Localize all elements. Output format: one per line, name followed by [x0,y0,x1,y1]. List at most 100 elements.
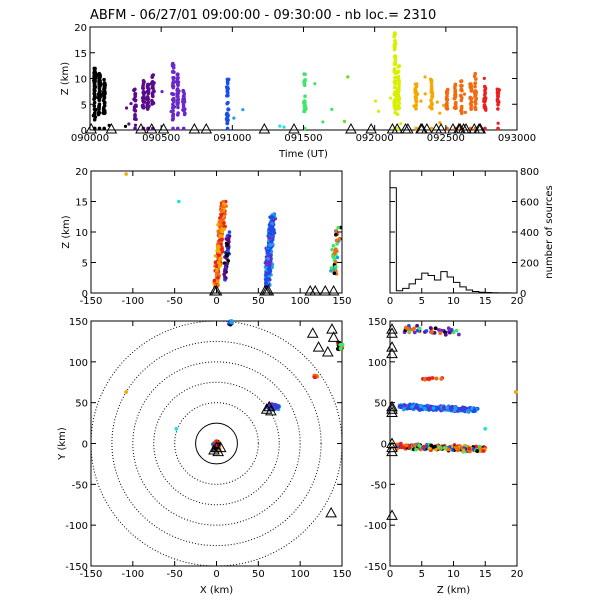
source-point [475,449,480,453]
sparse-source-point [419,99,423,103]
y-tick-label: -150 [65,562,88,573]
x-height-panel: -150 -100 -50 0 50 100 150 0 5 10 15 20 Z (km) [61,167,352,307]
source-point [174,426,179,431]
source-point [145,105,150,110]
y-tick-label: 50 [75,399,88,410]
source-point [393,104,398,109]
sparse-source-point [373,99,378,103]
source-point [225,81,230,86]
source-point [102,109,106,114]
station-marker [386,347,398,359]
y-tick-label: 100 [69,358,88,369]
source-point [92,80,97,85]
source-point [102,77,106,82]
source-point [151,94,155,99]
source-point [216,249,221,253]
station-marker [435,122,447,134]
source-point [302,106,307,111]
station-marker [309,284,322,296]
source-point [445,405,450,410]
range-ring [174,402,259,485]
y-tick-label: -100 [364,521,387,532]
x-tick-label: -50 [166,296,182,307]
source-point [133,103,138,108]
source-point [101,90,106,94]
sparse-source-point [496,121,500,125]
source-point [141,105,146,110]
source-point [170,91,174,96]
source-point [433,326,438,331]
source-point [92,107,97,112]
source-point [459,94,463,98]
source-point [481,449,486,453]
source-point [212,278,217,283]
x-tick-label: 5 [419,569,425,580]
source-point [449,328,454,332]
source-point [397,106,402,111]
source-point [92,117,97,122]
station-marker [258,122,271,134]
ground-point [483,126,487,131]
source-point [392,79,397,83]
x-tick-label: -150 [80,296,103,307]
source-point [268,243,273,248]
source-point [413,443,417,448]
source-point [151,90,155,94]
sparse-source-point [127,122,131,126]
y-tick-label: 0 [82,289,88,300]
source-point [393,69,397,74]
source-point [303,72,307,77]
x-tick-label: 092000 [356,133,394,144]
source-point [141,84,145,88]
source-point [150,75,155,79]
source-point [436,406,441,411]
ground-point [171,126,175,131]
source-point [417,326,422,331]
source-point [412,330,417,335]
source-point [413,82,418,87]
source-point [335,242,339,246]
source-point [170,117,175,122]
source-point [97,71,102,76]
source-point [268,224,273,229]
source-point [474,77,478,81]
source-point [216,229,221,234]
source-point [460,408,464,413]
station-marker [145,122,158,134]
source-point [176,105,180,110]
source-point [133,109,138,113]
source-point [270,215,274,219]
x-tick-label: 090500 [142,133,180,144]
source-point [461,448,466,453]
source-point [219,223,223,227]
source-point [335,255,340,260]
x-tick-label: 0 [213,569,219,580]
source-point [226,245,231,250]
source-point [338,342,343,347]
sparse-source-point [172,105,177,109]
source-point [331,254,335,259]
station-marker [386,509,398,520]
source-point [407,445,412,450]
y-tick-label: 15 [74,49,87,60]
sparse-source-point [442,103,446,107]
source-point [226,77,231,82]
source-point [393,91,398,96]
station-marker [262,284,275,296]
source-point [453,86,457,90]
source-point [92,91,97,96]
source-point [150,85,155,90]
sparse-source-point [468,82,472,86]
source-point [172,99,176,104]
source-point [424,444,429,449]
source-point [175,98,180,103]
source-point [483,91,488,95]
source-point [473,84,477,89]
source-point [183,111,187,116]
source-point [392,33,397,37]
source-point [220,204,225,209]
sparse-source-point [399,122,403,126]
source-point [229,320,234,325]
source-point [263,261,268,265]
source-point [97,86,102,90]
